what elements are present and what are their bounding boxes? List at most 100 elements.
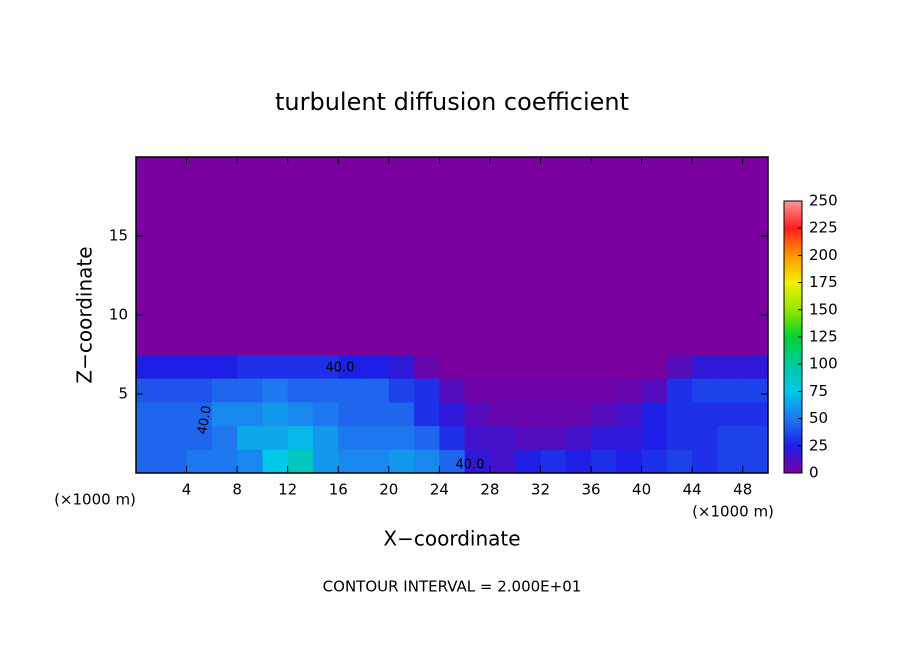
heat-cell: [338, 449, 365, 474]
heat-cell: [515, 157, 541, 355]
colorbar-tick-label: 225: [809, 219, 838, 237]
heat-cell: [136, 425, 162, 450]
heat-cell: [287, 378, 314, 403]
heat-cell: [565, 425, 592, 450]
heat-cell: [186, 378, 213, 403]
heat-cell: [262, 401, 289, 427]
heat-cell: [489, 425, 516, 450]
heat-cell: [489, 449, 516, 474]
x-tick-label: 44: [683, 481, 702, 499]
heat-cell: [540, 449, 567, 474]
heat-cell: [540, 401, 567, 427]
heat-cell: [666, 449, 693, 474]
heat-cell: [388, 449, 415, 474]
heat-cell: [641, 425, 668, 450]
colorbar-tick-label: 25: [809, 436, 828, 454]
heat-cell: [742, 378, 769, 403]
heat-cell: [414, 378, 440, 403]
heat-cell: [262, 449, 289, 474]
heat-cell: [439, 425, 466, 450]
heat-cell: [565, 449, 592, 474]
heat-cell: [211, 378, 238, 403]
heat-cell: [312, 157, 339, 355]
heat-cell: [211, 425, 238, 450]
heat-cell: [616, 354, 643, 379]
heat-cell: [540, 425, 567, 450]
heat-cell: [237, 378, 263, 403]
heat-cell: [287, 425, 314, 450]
heat-cell: [312, 401, 339, 427]
contour-label: 40.0: [326, 361, 355, 376]
heat-cell: [666, 157, 693, 355]
contour-label: 40.0: [456, 458, 485, 473]
heat-cell: [591, 425, 617, 450]
colorbar-tick-label: 250: [809, 192, 838, 210]
colorbar-tick-label: 50: [809, 409, 828, 427]
heat-cell: [338, 425, 365, 450]
heat-cell: [287, 401, 314, 427]
heat-cell: [211, 157, 238, 355]
chart-title: turbulent diffusion coefficient: [275, 88, 629, 116]
heat-cell: [641, 157, 668, 355]
x-tick-label: 12: [278, 481, 297, 499]
heat-cell: [363, 354, 390, 379]
heat-cell: [692, 378, 718, 403]
x-axis-label: X−coordinate: [383, 527, 520, 551]
heat-cell: [363, 157, 390, 355]
heat-cell: [363, 401, 390, 427]
heat-cell: [717, 378, 744, 403]
x-tick-label: 4: [182, 481, 192, 499]
colorbar-tick-label: 150: [809, 300, 838, 318]
heat-cell: [489, 378, 516, 403]
colorbar-tick-label: 0: [809, 464, 819, 482]
heat-cell: [717, 157, 744, 355]
heat-cell: [262, 425, 289, 450]
heat-cell: [439, 401, 466, 427]
heat-cell: [388, 425, 415, 450]
heat-cell: [616, 449, 643, 474]
x-tick-label: 20: [379, 481, 398, 499]
heat-cell: [136, 354, 162, 379]
heat-cell: [237, 449, 263, 474]
heat-cell: [742, 425, 769, 450]
heat-cell: [489, 401, 516, 427]
heat-cell: [742, 157, 769, 355]
heat-cell: [312, 354, 339, 379]
heat-cell: [287, 157, 314, 355]
heat-cell: [262, 157, 289, 355]
heat-cell: [717, 401, 744, 427]
heat-cell: [237, 401, 263, 427]
y-tick-label: 15: [109, 227, 128, 245]
heat-cell: [489, 157, 516, 355]
colorbar-tick-label: 175: [809, 273, 838, 291]
heat-cell: [439, 378, 466, 403]
heat-cell: [211, 354, 238, 379]
x-tick-label: 24: [430, 481, 449, 499]
heat-cell: [464, 354, 491, 379]
heat-cell: [211, 449, 238, 474]
heat-cell: [136, 401, 162, 427]
heat-cell: [464, 449, 491, 474]
heat-cell: [237, 157, 263, 355]
heat-cell: [591, 401, 617, 427]
heat-cell: [666, 401, 693, 427]
heat-cell: [161, 425, 188, 450]
heat-cell: [540, 354, 567, 379]
heat-cell: [616, 425, 643, 450]
heat-cell: [515, 354, 541, 379]
heat-cell: [388, 378, 415, 403]
heat-cell: [439, 157, 466, 355]
heat-cell: [515, 378, 541, 403]
heat-cell: [414, 449, 440, 474]
heat-cell: [717, 354, 744, 379]
heat-cell: [439, 449, 466, 474]
heat-cell: [388, 401, 415, 427]
heat-cell: [414, 401, 440, 427]
y-unit-label: (×1000 m): [54, 491, 136, 509]
heat-cell: [641, 401, 668, 427]
colorbar-tick-label: 125: [809, 328, 838, 346]
heat-cell: [338, 378, 365, 403]
footer: CONTOUR INTERVAL = 2.000E+01: [323, 578, 582, 596]
heat-cell: [136, 157, 162, 355]
